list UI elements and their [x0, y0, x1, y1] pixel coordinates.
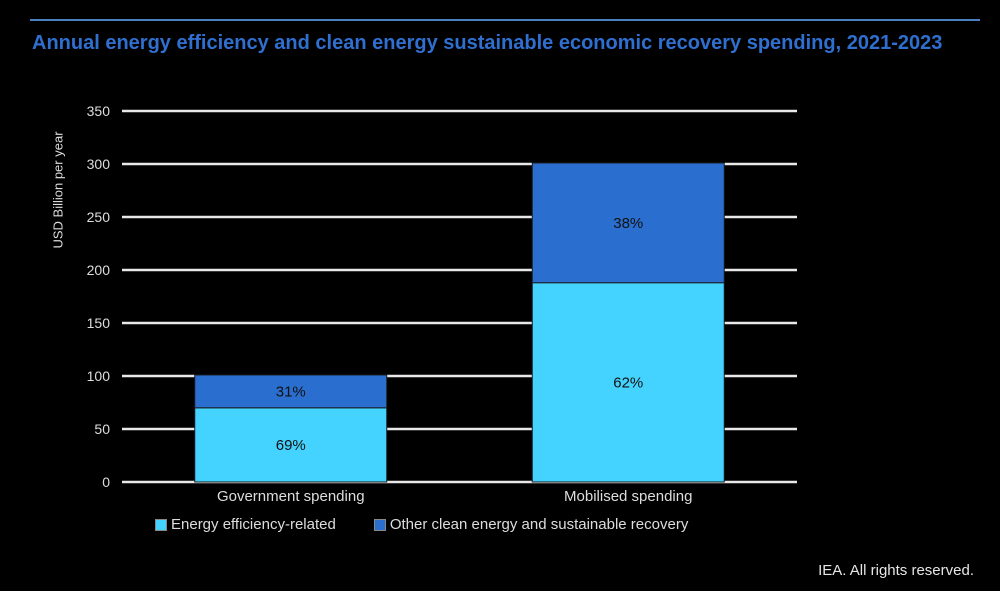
- bar-0-series-1: [194, 374, 388, 409]
- y-tick-label-300: 300: [87, 156, 111, 172]
- data-label-1-series-0: 62%: [613, 374, 643, 391]
- copyright-credit: IEA. All rights reserved.: [818, 562, 974, 579]
- data-label-1-series-1: 38%: [613, 215, 643, 232]
- y-tick-label-0: 0: [102, 474, 110, 490]
- x-tick-label-1: Mobilised spending: [564, 488, 692, 505]
- y-tick-label-200: 200: [87, 262, 111, 278]
- legend-swatch-efficiency: [155, 518, 167, 531]
- legend-item-other: Other clean energy and sustainable recov…: [373, 516, 689, 533]
- y-tick-label-50: 50: [94, 421, 110, 437]
- title-rule: [30, 19, 980, 21]
- y-tick-label-100: 100: [87, 368, 111, 384]
- data-label-0-series-0: 69%: [276, 437, 306, 454]
- data-label-0-series-1: 31%: [276, 383, 306, 400]
- bar-1-series-0: [531, 282, 725, 483]
- x-tick-label-0: Government spending: [217, 488, 365, 505]
- y-tick-label-350: 350: [87, 103, 111, 119]
- legend: Energy efficiency-related Other clean en…: [155, 516, 688, 533]
- legend-item-efficiency: Energy efficiency-related: [155, 516, 336, 533]
- chart-title: Annual energy efficiency and clean energ…: [32, 32, 943, 54]
- legend-label-other: Other clean energy and sustainable recov…: [389, 516, 689, 533]
- y-tick-label-150: 150: [87, 315, 111, 331]
- bar-1-series-1: [531, 162, 725, 284]
- legend-label-efficiency: Energy efficiency-related: [171, 516, 336, 533]
- y-tick-label-250: 250: [87, 209, 111, 225]
- legend-swatch-other: [373, 518, 386, 531]
